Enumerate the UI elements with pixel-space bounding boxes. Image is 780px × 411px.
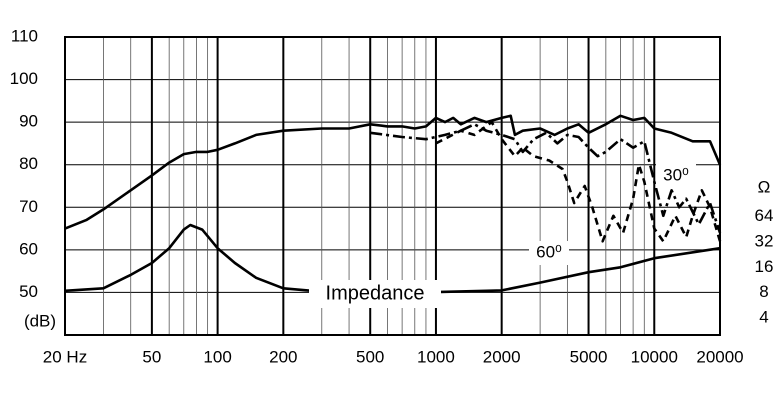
label-background: [529, 241, 569, 265]
y2-tick-label: 4: [759, 307, 768, 326]
series-label: Impedance: [326, 282, 425, 304]
x-tick-label: 10000: [631, 347, 678, 366]
x-tick-label: 1000: [417, 347, 455, 366]
x-tick-label: 100: [203, 347, 231, 366]
series-line: [64, 223, 721, 294]
x-tick-label: 20 Hz: [43, 347, 87, 366]
y-tick-label: 60: [19, 239, 38, 258]
x-tick-label: 500: [356, 347, 384, 366]
y-tick-label: 110: [11, 26, 38, 45]
x-tick-label: 200: [269, 347, 297, 366]
series-label: 60⁰: [536, 242, 562, 261]
plot-frame: [64, 36, 721, 336]
y2-axis-label: Ω: [758, 177, 771, 196]
series-line: [370, 123, 722, 234]
y-tick-label: 80: [19, 154, 38, 173]
y2-tick-label: 64: [755, 206, 774, 225]
label-background: [309, 280, 441, 308]
x-tick-label: 20000: [696, 347, 743, 366]
label-background: [656, 164, 696, 188]
y2-tick-label: 8: [759, 282, 768, 301]
y-tick-label: 70: [19, 197, 38, 216]
series-line: [435, 120, 722, 243]
x-tick-label: 2000: [483, 347, 521, 366]
y-axis-label: (dB): [24, 311, 56, 330]
y-tick-label: 50: [19, 282, 38, 301]
series-line: [64, 114, 722, 230]
x-tick-label: 50: [142, 347, 161, 366]
y2-tick-label: 16: [755, 257, 774, 276]
y-tick-label: 90: [19, 112, 38, 131]
y2-tick-label: 32: [755, 231, 774, 250]
series-label: 30⁰: [663, 165, 689, 184]
y-tick-label: 100: [10, 69, 38, 88]
x-tick-label: 5000: [570, 347, 608, 366]
